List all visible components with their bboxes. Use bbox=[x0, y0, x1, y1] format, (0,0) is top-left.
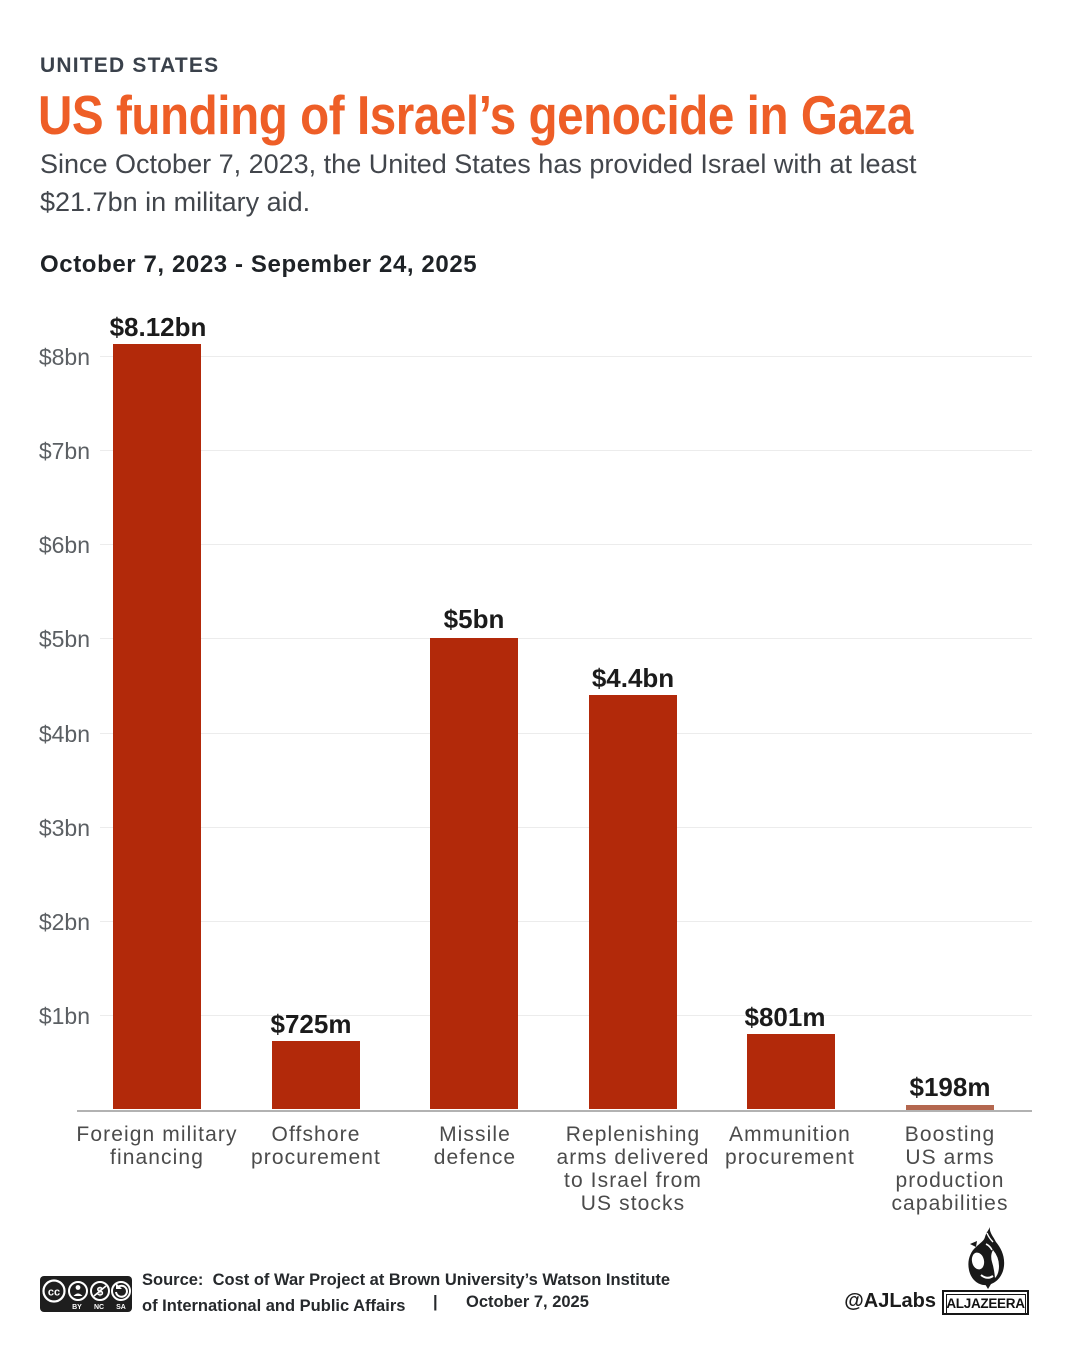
svg-text:SA: SA bbox=[116, 1304, 126, 1311]
svg-text:NC: NC bbox=[94, 1304, 104, 1311]
svg-text:BY: BY bbox=[72, 1304, 82, 1311]
svg-text:cc: cc bbox=[48, 1287, 60, 1299]
